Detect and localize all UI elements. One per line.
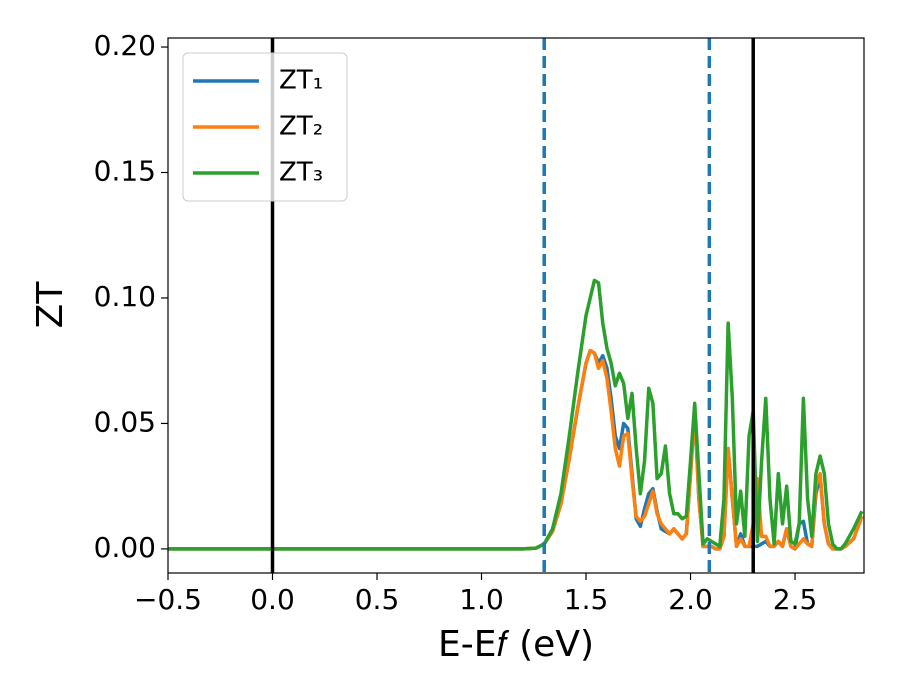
x-tick-label: 1.0 — [459, 583, 504, 616]
y-tick-label: 0.20 — [94, 29, 156, 62]
plot-frame — [167, 37, 865, 574]
x-tick-label: 2.0 — [668, 583, 713, 616]
y-tick-label: 0.00 — [94, 531, 156, 564]
x-tick-label: 0.5 — [355, 583, 400, 616]
legend: ZT₁ ZT₂ ZT₃ — [182, 52, 348, 202]
y-tick-label: 0.15 — [94, 155, 156, 188]
legend-label: ZT₁ — [279, 66, 323, 96]
legend-box — [182, 52, 348, 202]
data-line — [168, 348, 864, 551]
data-line — [168, 278, 864, 551]
legend-label: ZT₂ — [279, 112, 323, 142]
legend-label: ZT₃ — [279, 158, 323, 188]
y-tick-label: 0.10 — [94, 280, 156, 313]
x-tick-label: −0.5 — [134, 583, 202, 616]
x-axis-label: E-E𝑓 (eV) — [438, 624, 594, 665]
y-axis-label: ZT — [30, 281, 71, 329]
x-tick-label: 0.0 — [250, 583, 295, 616]
x-tick-label: 1.5 — [564, 583, 609, 616]
x-tick-label: 2.5 — [773, 583, 818, 616]
y-tick-label: 0.05 — [94, 405, 156, 438]
